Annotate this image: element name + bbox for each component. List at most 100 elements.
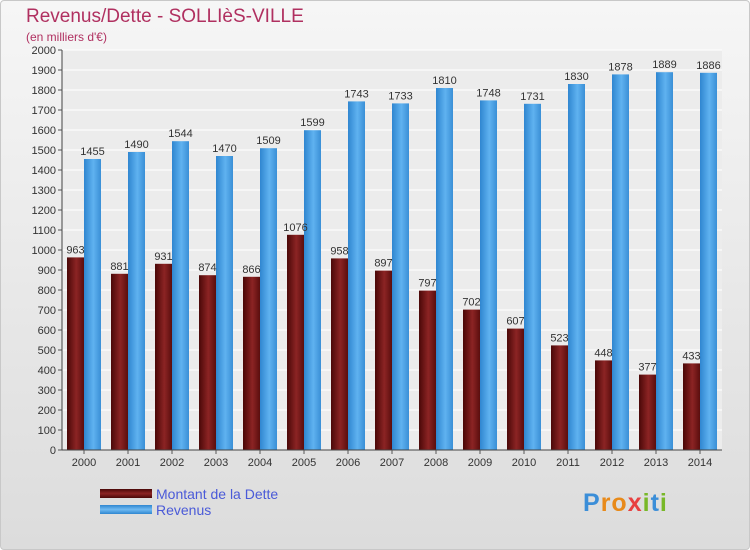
data-label: 433	[682, 350, 700, 362]
x-tick-label: 2010	[512, 457, 536, 469]
data-label: 1470	[212, 143, 236, 155]
bar-dette	[155, 263, 172, 450]
data-label: 897	[374, 258, 392, 270]
data-label: 1810	[432, 75, 456, 87]
x-tick-label: 2004	[248, 457, 272, 469]
x-tick-label: 2014	[688, 457, 712, 469]
y-tick-label: 300	[38, 385, 56, 397]
data-label: 958	[330, 245, 348, 257]
data-label: 1733	[388, 90, 412, 102]
axes: 0 100 200 300 400 500 600 700 800 900 1000 1100 1200…	[32, 45, 722, 469]
y-tick-label: 500	[38, 345, 56, 357]
y-tick-label: 1300	[32, 185, 56, 197]
data-label: 881	[110, 261, 128, 273]
data-label: 1544	[168, 128, 192, 140]
x-tick-label: 2009	[468, 457, 492, 469]
legend-swatch-revenus	[100, 505, 152, 514]
data-label: 377	[638, 362, 656, 374]
bar-dette	[507, 328, 524, 450]
y-tick-label: 100	[38, 425, 56, 437]
bar-dette	[111, 273, 128, 450]
data-label: 1743	[344, 88, 368, 100]
data-label: 931	[154, 251, 172, 263]
x-tick-label: 2007	[380, 457, 404, 469]
x-tick-label: 2006	[336, 457, 360, 469]
bar-dette	[67, 257, 84, 450]
data-label: 1509	[256, 135, 280, 147]
y-tick-label: 1700	[32, 105, 56, 117]
y-tick-label: 1200	[32, 205, 56, 217]
bar-revenus	[216, 156, 233, 450]
x-tick-label: 2000	[72, 457, 96, 469]
bar-dette	[375, 270, 392, 450]
bar-dette	[199, 275, 216, 450]
y-tick-label: 1800	[32, 85, 56, 97]
bar-revenus	[392, 103, 409, 451]
bar-revenus	[656, 72, 673, 450]
proxiti-logo: Proxiti	[583, 489, 668, 517]
y-tick-label: 1600	[32, 125, 56, 137]
bar-revenus	[436, 88, 453, 450]
data-label: 1076	[283, 222, 307, 234]
bar-revenus	[260, 148, 277, 450]
y-tick-label: 200	[38, 405, 56, 417]
bar-revenus	[348, 101, 365, 451]
x-tick-label: 2011	[556, 457, 580, 469]
x-tick-label: 2013	[644, 457, 668, 469]
bars	[67, 72, 717, 451]
data-label: 607	[506, 316, 524, 328]
chart-title: Revenus/Dette - SOLLIèS-VILLE	[26, 6, 304, 27]
chart-subtitle: (en milliers d'€)	[26, 30, 107, 44]
data-label: 1886	[696, 60, 720, 72]
x-tick-label: 2008	[424, 457, 448, 469]
data-label: 874	[198, 262, 216, 274]
y-tick-label: 400	[38, 365, 56, 377]
bar-revenus	[524, 103, 541, 451]
x-tick-label: 2005	[292, 457, 316, 469]
y-tick-label: 600	[38, 325, 56, 337]
y-tick-label: 0	[50, 445, 56, 457]
bar-revenus	[304, 130, 321, 450]
data-label: 702	[462, 297, 480, 309]
data-label: 1455	[80, 146, 104, 158]
legend-label-dette: Montant de la Dette	[156, 486, 279, 502]
bar-dette	[331, 258, 348, 450]
y-tick-label: 700	[38, 305, 56, 317]
data-label: 1490	[124, 139, 148, 151]
y-tick-label: 1400	[32, 165, 56, 177]
y-tick-label: 1900	[32, 65, 56, 77]
x-tick-label: 2012	[600, 457, 624, 469]
x-tick-label: 2002	[160, 457, 184, 469]
bar-dette	[639, 374, 656, 450]
y-tick-label: 2000	[32, 45, 56, 57]
bar-revenus	[612, 74, 629, 451]
bar-revenus	[568, 84, 585, 450]
bar-revenus	[84, 159, 101, 450]
y-tick-label: 800	[38, 285, 56, 297]
y-tick-label: 900	[38, 265, 56, 277]
data-label: 1878	[608, 61, 632, 73]
data-label: 797	[418, 278, 436, 290]
x-tick-label: 2003	[204, 457, 228, 469]
bar-dette	[463, 309, 480, 450]
legend-label-revenus: Revenus	[156, 502, 212, 518]
data-label: 523	[550, 332, 568, 344]
bar-dette	[683, 363, 700, 450]
data-label: 963	[66, 244, 84, 256]
bar-dette	[243, 276, 260, 450]
x-tick-label: 2001	[116, 457, 140, 469]
bar-dette	[419, 290, 436, 450]
data-label: 1731	[520, 91, 544, 103]
legend-swatch-dette	[100, 489, 152, 498]
bar-dette	[287, 234, 304, 450]
data-label: 1889	[652, 59, 676, 71]
bar-revenus	[480, 100, 497, 451]
bar-dette	[595, 360, 612, 450]
data-label: 1599	[300, 117, 324, 129]
bar-revenus	[172, 141, 189, 450]
data-label: 1830	[564, 71, 588, 83]
bar-revenus	[700, 72, 717, 451]
bar-revenus	[128, 152, 145, 450]
data-label: 448	[594, 347, 612, 359]
